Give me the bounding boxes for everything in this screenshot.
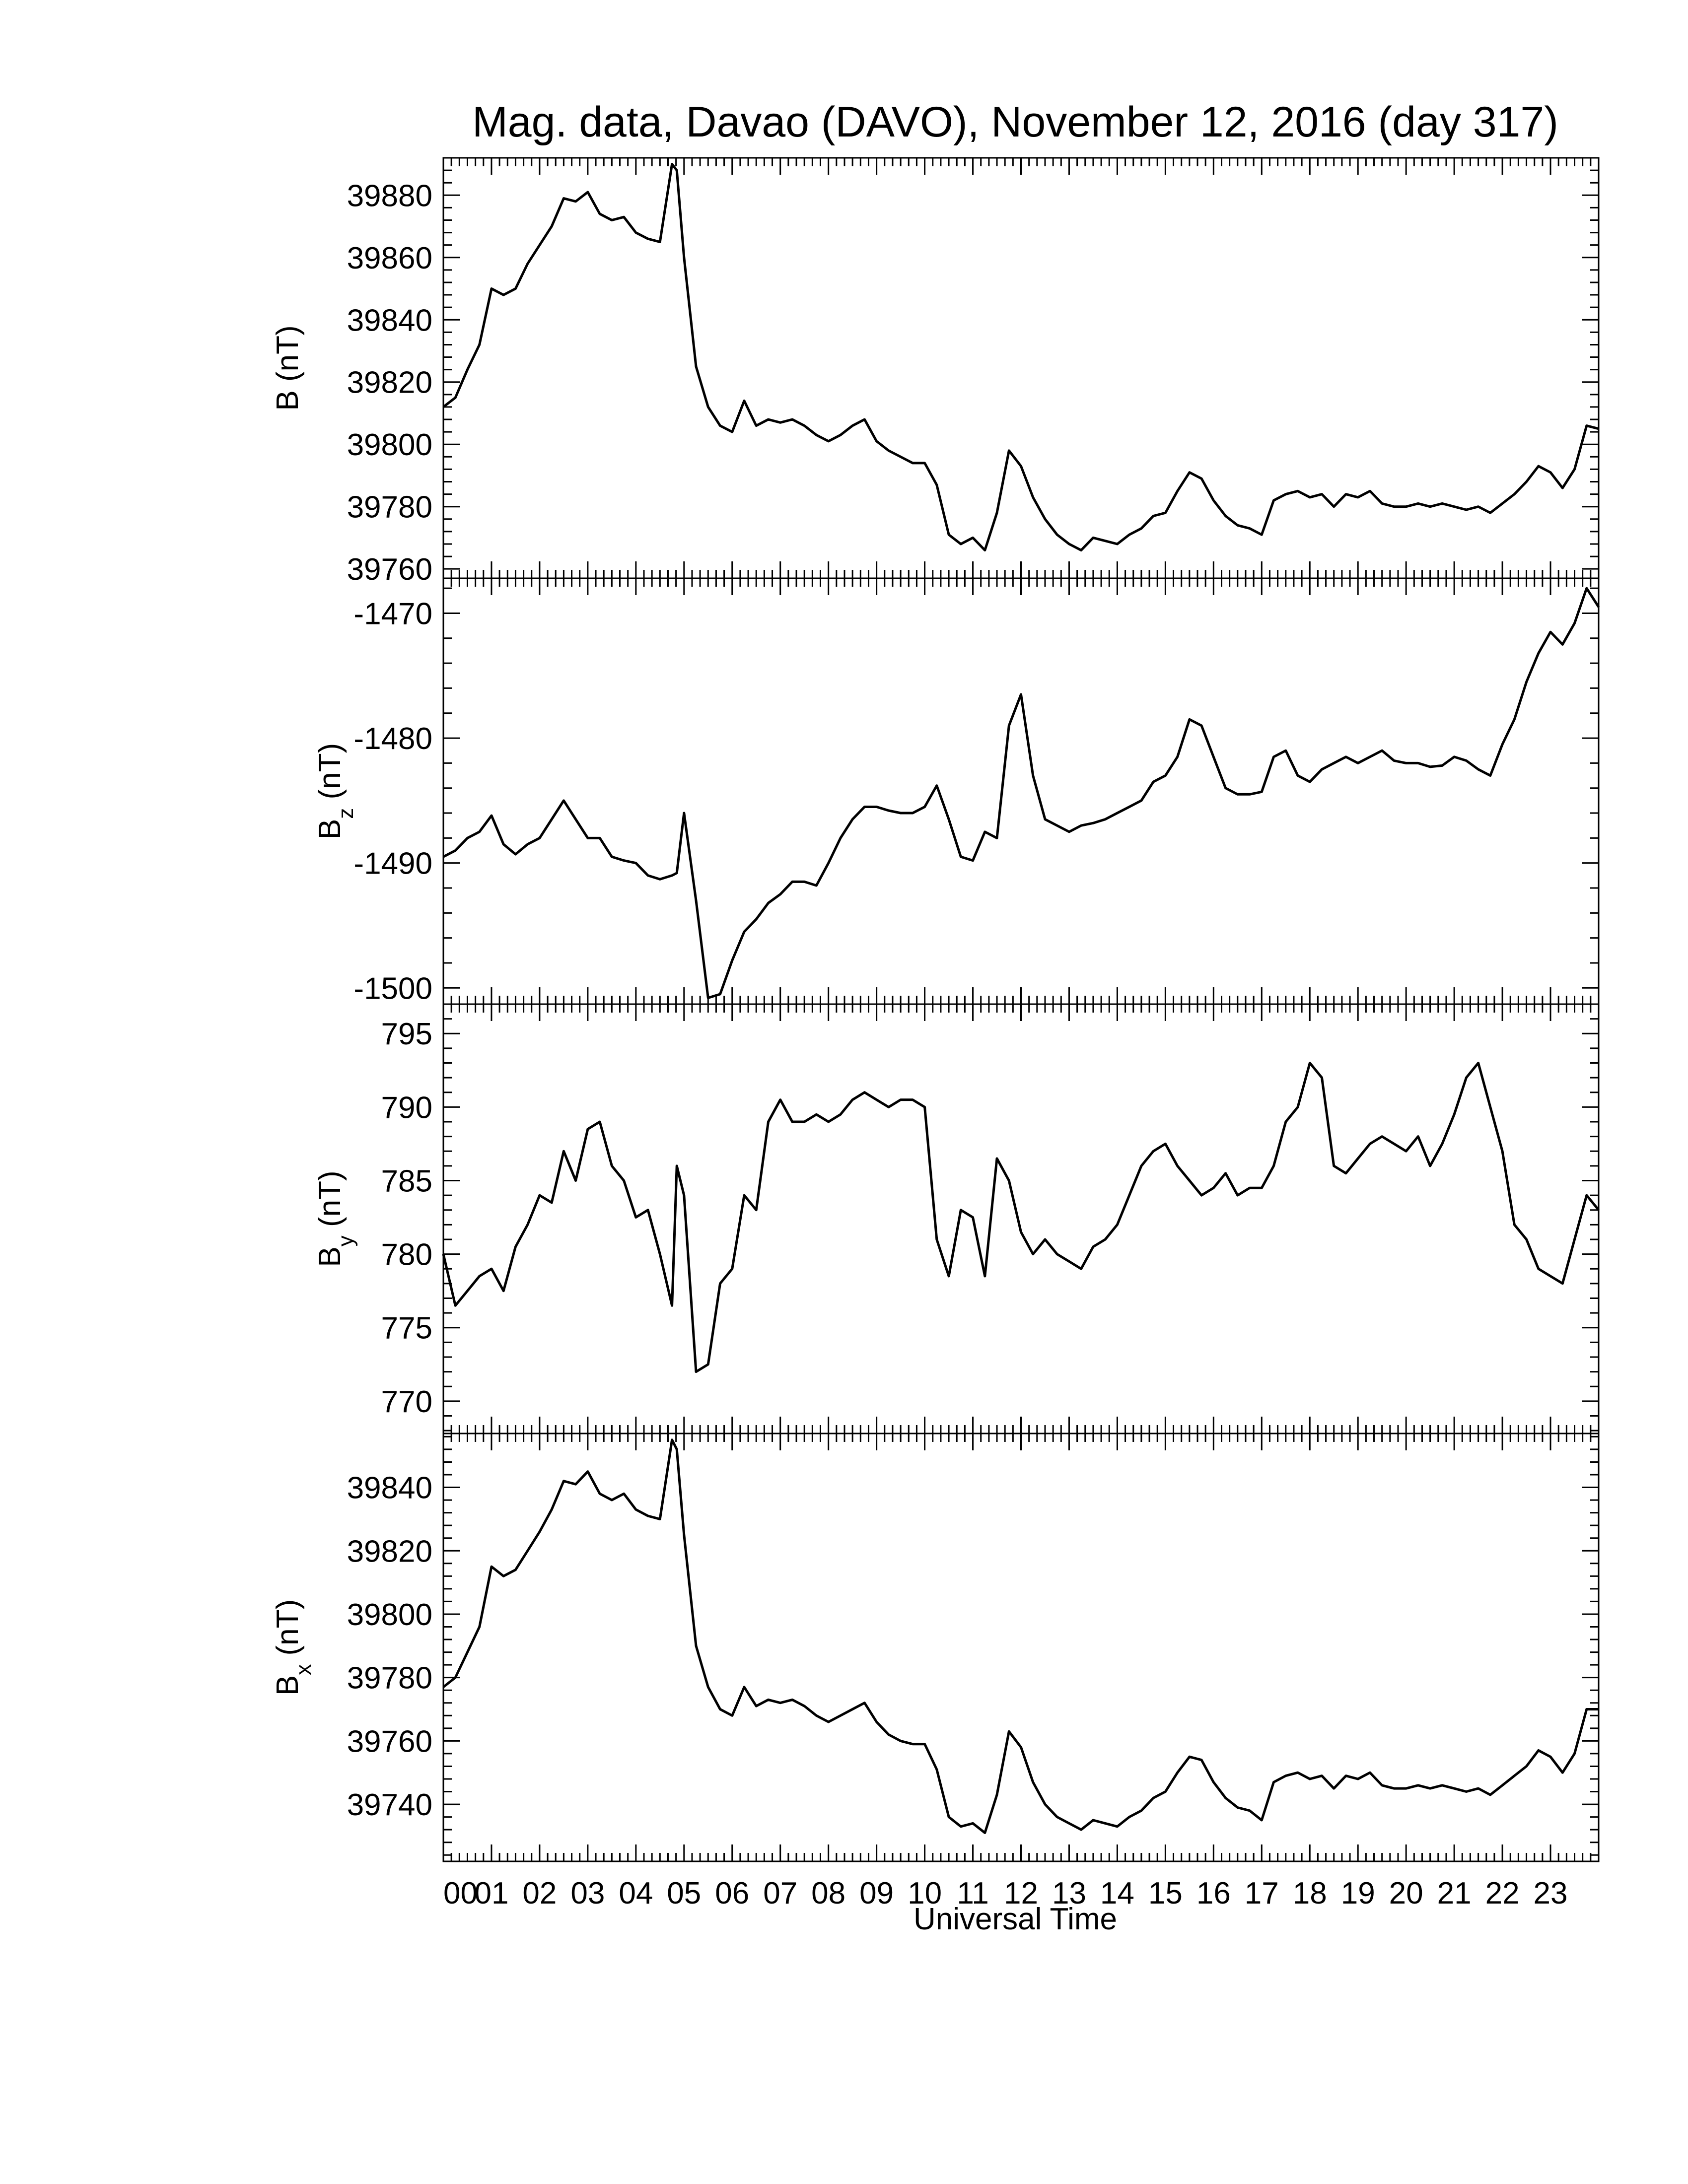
series-line-bz [442, 587, 1600, 999]
x-tick-label: 11 [957, 1876, 988, 1911]
y-tick-label: -1480 [353, 722, 432, 756]
y-tick-label: 39860 [347, 241, 432, 275]
y-tick-label: 775 [381, 1311, 432, 1346]
x-tick-label: 06 [715, 1876, 749, 1911]
y-tick-label: -1500 [353, 971, 432, 1006]
y-tick-label: 39880 [347, 179, 432, 213]
x-tick-label: 23 [1534, 1876, 1568, 1911]
plot-panels: 39760 39780 39800 39820 39840 39860 39880 B (nT… [271, 157, 1600, 1862]
x-tick-label: 19 [1341, 1876, 1375, 1911]
y-axis-title-main: B [271, 1675, 305, 1696]
y-axis-title-subscript: y [334, 1235, 358, 1246]
y-tick-label: 790 [381, 1091, 432, 1125]
x-axis-title: Universal Time [914, 1902, 1117, 1936]
x-tick-label: 17 [1245, 1876, 1279, 1911]
y-axis-title-main: B [313, 819, 347, 839]
y-axis-title-unit: (nT) [313, 743, 347, 808]
series-line-bx [442, 1438, 1599, 1834]
panel-by: 770 775 780 785 790 795 By (nT) [313, 1003, 1600, 1434]
y-tick-label: 39820 [347, 366, 432, 400]
y-axis-title-subscript: x [291, 1664, 316, 1675]
x-tick-label: 12 [1004, 1876, 1038, 1911]
y-tick-label: 770 [381, 1385, 432, 1419]
series-line-by [442, 1062, 1600, 1373]
x-tick-label: 10 [908, 1876, 942, 1911]
y-axis-title-main: B [313, 1246, 347, 1267]
y-axis-title: Bx (nT) [271, 1599, 316, 1696]
x-tick-label: 13 [1052, 1876, 1086, 1911]
x-tick-label: 08 [811, 1876, 845, 1911]
y-axis-title-subscript: z [334, 808, 358, 819]
y-axis-title: B (nT) [271, 325, 305, 410]
y-axis-title-unit: (nT) [271, 1599, 305, 1664]
y-tick-label: 785 [381, 1164, 432, 1198]
y-tick-label: 39800 [347, 428, 432, 462]
x-tick-label: 15 [1148, 1876, 1183, 1911]
panel-b-total: 39760 39780 39800 39820 39840 39860 39880 B (nT… [271, 157, 1600, 587]
series-line-b-total [442, 163, 1599, 551]
x-tick-label: 20 [1389, 1876, 1423, 1911]
x-tick-label: 00 [443, 1876, 478, 1911]
x-tick-label: 05 [667, 1876, 701, 1911]
x-tick-label: 22 [1485, 1876, 1520, 1911]
x-tick-label: 07 [763, 1876, 797, 1911]
y-tick-label: 780 [381, 1238, 432, 1272]
x-tick-label: 21 [1437, 1876, 1472, 1911]
x-tick-label: 18 [1293, 1876, 1327, 1911]
panel-bz: -1470 -1480 -1490 -1500 Bz (nT) [313, 577, 1600, 1006]
y-tick-label: 39760 [347, 1724, 432, 1759]
y-axis-title-unit: (nT) [271, 325, 305, 390]
x-tick-label: 14 [1100, 1876, 1134, 1911]
y-tick-label: 39840 [347, 1471, 432, 1505]
y-tick-label: 39840 [347, 303, 432, 338]
y-tick-label: -1490 [353, 847, 432, 881]
x-tick-label: 02 [522, 1876, 557, 1911]
x-tick-label: 04 [619, 1876, 653, 1911]
y-tick-label: 39740 [347, 1788, 432, 1822]
y-axis-title: By (nT) [313, 1170, 358, 1267]
x-tick-label: 01 [474, 1876, 508, 1911]
y-tick-label: 39780 [347, 490, 432, 525]
y-tick-label: 39780 [347, 1661, 432, 1696]
y-tick-label: -1470 [353, 597, 432, 631]
chart-title: Mag. data, Davao (DAVO), November 12, 20… [472, 98, 1558, 146]
y-tick-label: 795 [381, 1017, 432, 1051]
x-tick-label: 09 [859, 1876, 894, 1911]
y-tick-label: 39760 [347, 552, 432, 587]
x-tick-label: 16 [1196, 1876, 1231, 1911]
y-axis-title-main: B [271, 390, 305, 410]
x-tick-label: 03 [570, 1876, 605, 1911]
y-tick-label: 39820 [347, 1534, 432, 1569]
panel-bx: 39740 39760 39780 39800 39820 39840 Bx (nT) [271, 1433, 1600, 1862]
y-axis-title: Bz (nT) [313, 743, 358, 839]
y-tick-label: 39800 [347, 1598, 432, 1632]
y-axis-title-unit: (nT) [313, 1170, 347, 1235]
